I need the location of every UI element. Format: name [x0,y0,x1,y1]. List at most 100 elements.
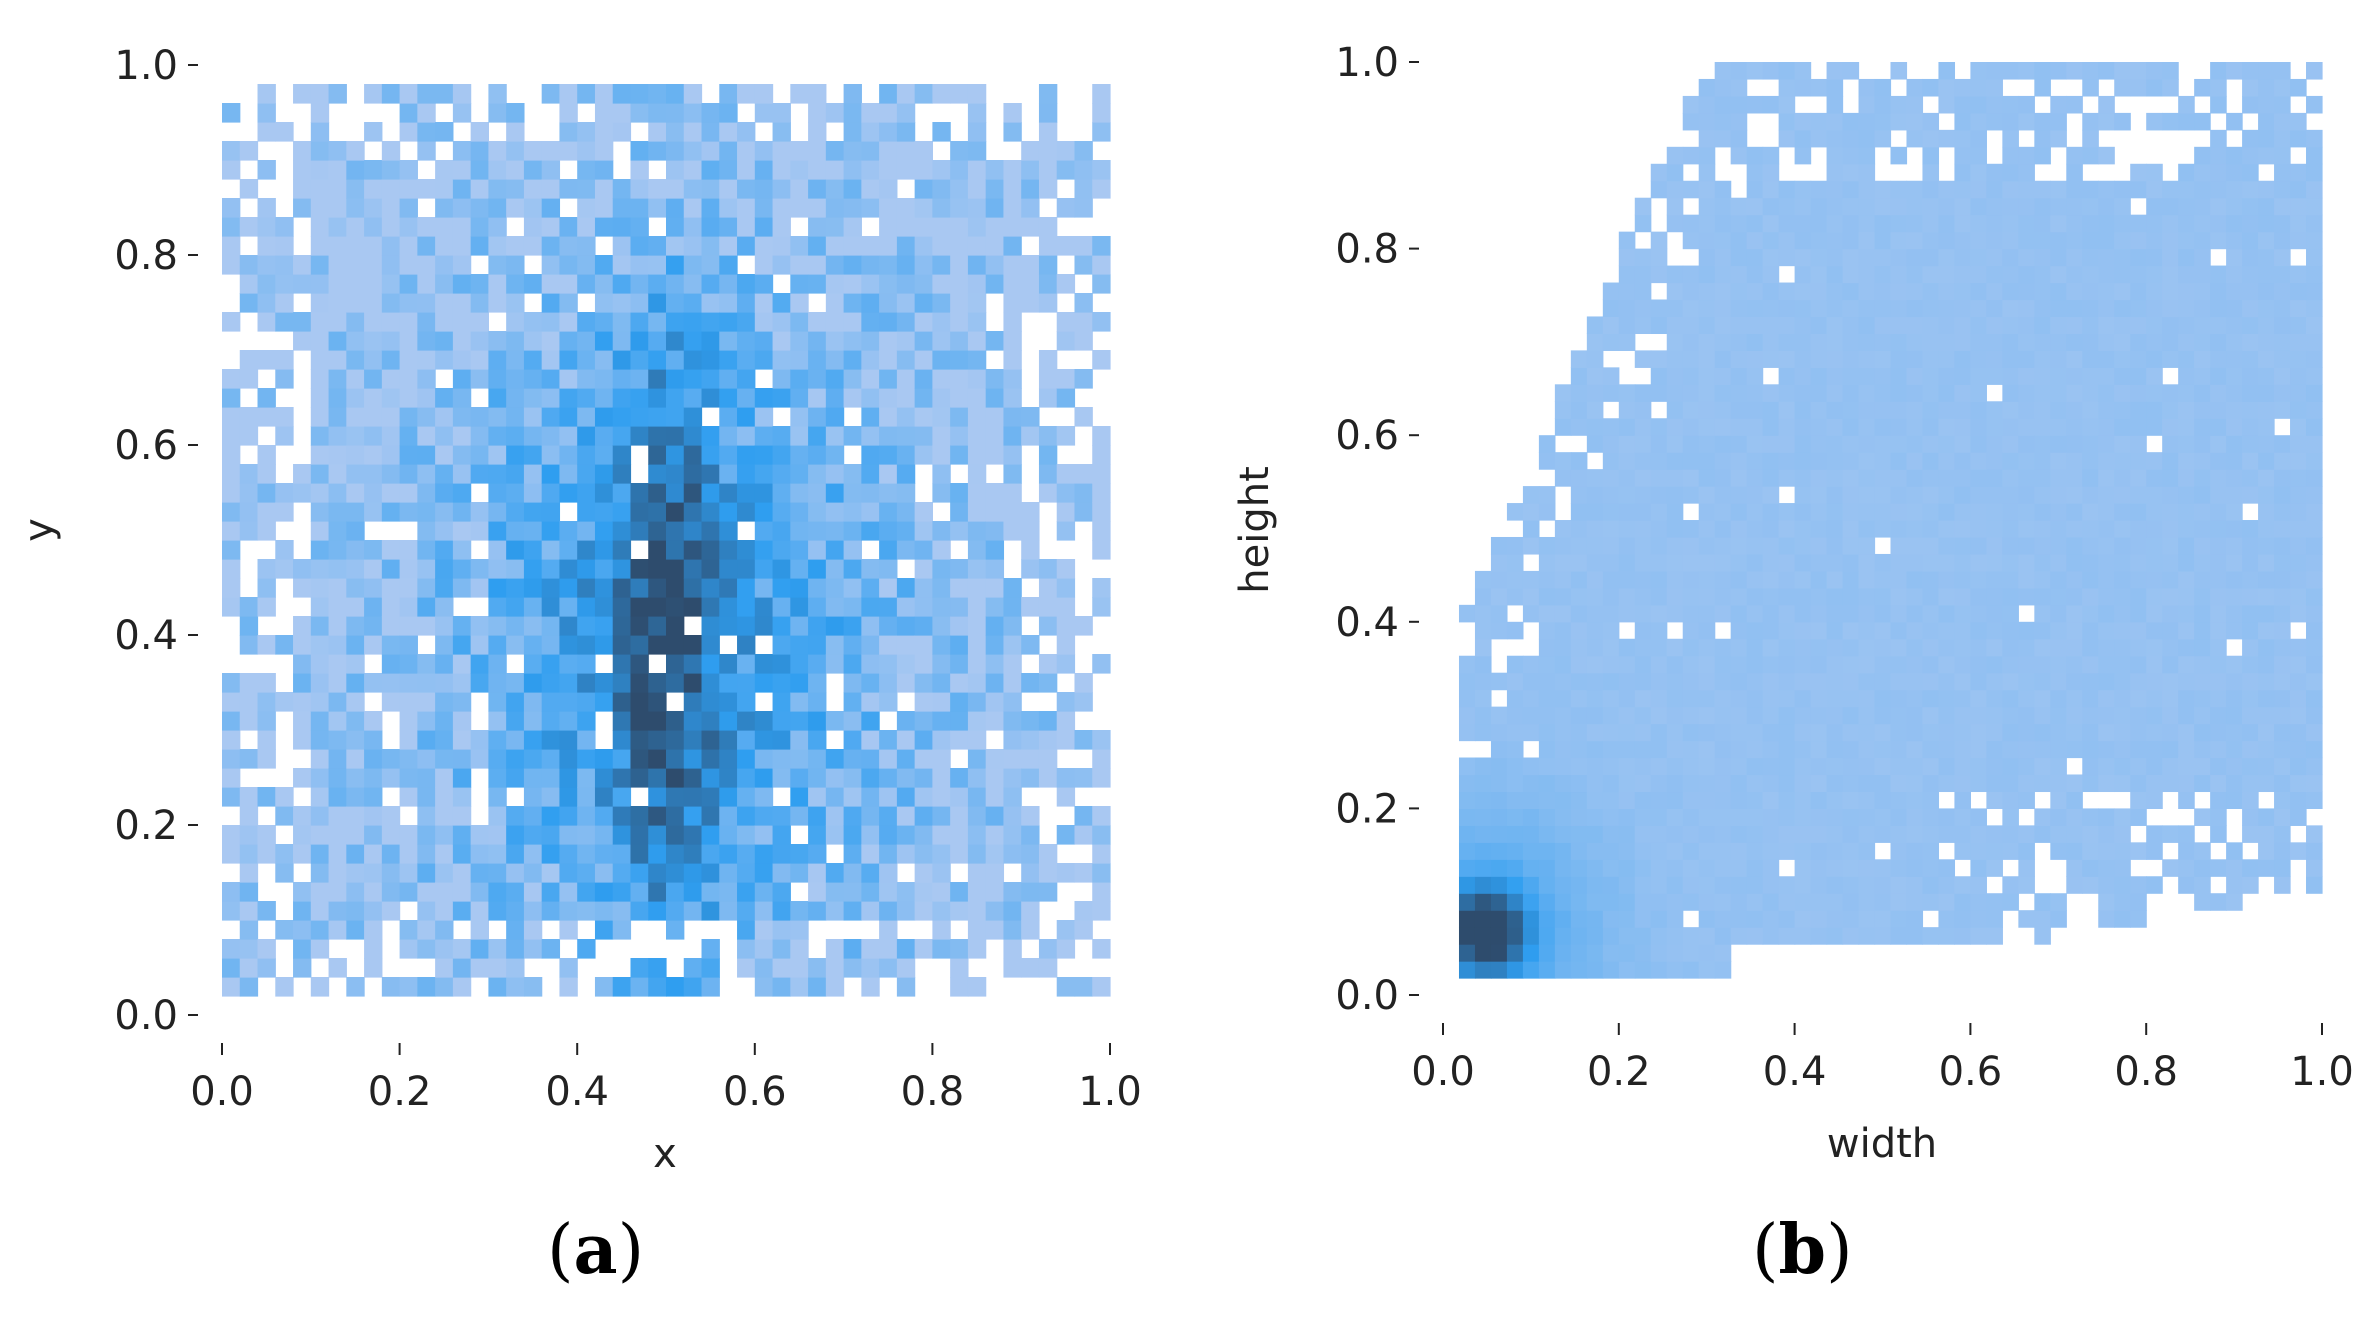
heatmap-cell [985,502,1005,522]
heatmap-cell [1746,486,1764,504]
heatmap-cell [2290,469,2307,487]
heatmap-cell [1570,893,1588,911]
heatmap-cell [2226,655,2243,674]
heatmap-cell [381,331,401,351]
heatmap-cell [790,806,809,826]
heatmap-cell [1490,553,1508,572]
heatmap-cell [2034,672,2051,691]
heatmap-cell [2130,299,2147,318]
heatmap-cell [559,654,578,674]
heatmap-cell [1970,740,1987,759]
heatmap-cell [683,350,703,370]
heatmap-cell [381,388,401,408]
heatmap-cell [914,578,933,598]
heatmap-cell [612,711,632,731]
heatmap-cell [683,749,703,769]
heatmap-cell [914,502,933,522]
heatmap-cell [1554,452,1572,470]
heatmap-cell [985,616,1005,636]
heatmap-cell [1698,944,1716,962]
heatmap-cell [2066,520,2083,538]
heatmap-cell [1698,435,1716,453]
heatmap-cell [1810,299,1828,318]
heatmap-cell [2034,435,2051,453]
heatmap-cell [630,863,649,883]
heatmap-cell [2194,469,2211,487]
heatmap-cell [1778,706,1796,725]
heatmap-cell [1698,180,1716,199]
heatmap-cell [1938,706,1956,725]
heatmap-cell [950,730,969,750]
heatmap-cell [879,122,898,142]
heatmap-cell [612,673,632,693]
heatmap-cell [666,350,685,370]
heatmap-cell [346,407,365,427]
heatmap-cell [772,654,791,674]
heatmap-cell [1730,384,1748,402]
heatmap-cell [1682,638,1700,657]
heatmap-cell [2258,62,2275,80]
heatmap-cell [950,350,969,370]
heatmap-cell [630,350,649,370]
heatmap-cell [1698,503,1716,521]
heatmap-cell [1890,112,1908,131]
heatmap-cell [1858,503,1876,521]
heatmap-cell [1906,927,1924,945]
heatmap-cell [2034,825,2051,843]
heatmap-cell [2194,418,2211,436]
heatmap-cell [1938,536,1956,555]
heatmap-cell [2130,282,2147,301]
heatmap-cell [1038,673,1058,693]
heatmap-cell [1602,859,1620,877]
heatmap-cell [772,882,791,902]
heatmap-cell [1970,265,1987,284]
heatmap-cell [2066,469,2083,487]
heatmap-cell [328,920,347,940]
heatmap-cell [2130,469,2147,487]
heatmap-cell [2130,180,2147,199]
heatmap-cell [683,578,703,598]
heatmap-cell [1474,842,1492,860]
heatmap-cell [594,502,614,522]
heatmap-cell [523,749,543,769]
heatmap-cell [1021,426,1040,446]
heatmap-cell [1938,367,1956,385]
heatmap-cell [1954,604,1971,623]
heatmap-cell [594,863,614,883]
heatmap-cell [967,407,987,427]
heatmap-cell [2098,435,2115,453]
heatmap-cell [1698,604,1716,623]
heatmap-cell [683,787,703,807]
heatmap-cell [2034,621,2051,640]
heatmap-cell [2258,553,2275,572]
heatmap-cell [1586,570,1604,589]
heatmap-cell [1842,825,1860,843]
heatmap-cell [861,730,880,750]
heatmap-cell [1698,706,1716,725]
heatmap-cell [1666,825,1684,843]
heatmap-cell [1794,214,1812,233]
heatmap-cell [985,882,1005,902]
heatmap-cell [1003,217,1022,237]
heatmap-cell [2290,180,2307,199]
heatmap-cell [648,122,667,142]
heatmap-cell [950,977,969,997]
heatmap-cell [239,179,259,199]
heatmap-cell [1826,740,1844,759]
heatmap-cell [1021,958,1040,978]
heatmap-cell [1602,706,1620,725]
heatmap-cell [222,578,241,598]
heatmap-cell [222,369,241,389]
heatmap-cell [1003,198,1022,218]
heatmap-cell [523,844,543,864]
heatmap-cell [222,141,241,161]
heatmap-cell [1794,774,1812,793]
heatmap-cell [1650,299,1668,318]
heatmap-cell [1570,350,1588,368]
heatmap-cell [1698,927,1716,945]
heatmap-cell [559,217,578,237]
heatmap-cell [1810,740,1828,759]
panel-a-y-tick-label: 0.8 [114,233,178,279]
heatmap-cell [257,958,276,978]
heatmap-cell [737,502,756,522]
